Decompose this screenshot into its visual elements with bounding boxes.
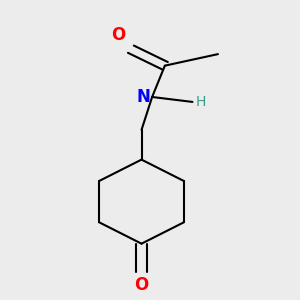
Text: O: O — [134, 276, 148, 294]
Text: H: H — [196, 95, 206, 109]
Text: O: O — [112, 26, 126, 44]
Text: N: N — [136, 88, 150, 106]
